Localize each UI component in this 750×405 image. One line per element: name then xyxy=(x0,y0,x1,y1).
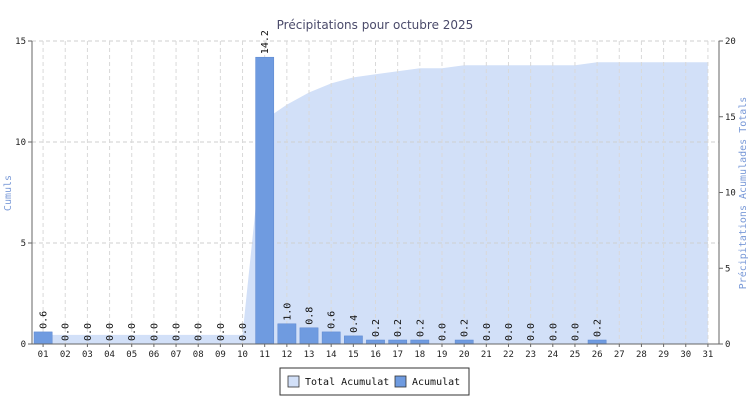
legend-swatch-acumulat xyxy=(394,375,407,388)
bar-value-label: 0.2 xyxy=(593,319,604,337)
bar-value-label: 0.0 xyxy=(172,323,183,341)
bar-value-label: 0.2 xyxy=(393,319,404,337)
y-axis-left-title: Cumuls xyxy=(3,175,14,211)
bar-value-label: 0.0 xyxy=(238,323,249,341)
bar-14 xyxy=(321,331,341,345)
bar-value-label: 0.0 xyxy=(548,323,559,341)
legend: Total Acumulat Acumulat xyxy=(279,367,470,396)
bar-value-label: 0.0 xyxy=(526,323,537,341)
bar-16 xyxy=(366,339,385,345)
x-tick-label: 23 xyxy=(525,350,536,360)
x-tick-label: 12 xyxy=(281,350,292,360)
bar-value-label: 0.0 xyxy=(482,323,493,341)
x-tick-label: 26 xyxy=(592,350,603,360)
bar-value-label: 0.6 xyxy=(327,311,338,329)
bar-value-label: 0.2 xyxy=(415,319,426,337)
x-tick-label: 05 xyxy=(126,350,137,360)
x-tick-label: 22 xyxy=(503,350,514,360)
x-tick-label: 21 xyxy=(481,350,492,360)
bar-12 xyxy=(277,323,297,345)
x-tick-label: 30 xyxy=(680,350,691,360)
bar-13 xyxy=(299,327,319,345)
bar-value-label: 0.0 xyxy=(571,323,582,341)
bar-value-label: 0.0 xyxy=(438,323,449,341)
x-tick-label: 14 xyxy=(326,350,337,360)
y-left-tick-label: 5 xyxy=(21,239,26,249)
bar-15 xyxy=(344,335,363,345)
bar-value-label: 14.2 xyxy=(260,30,271,54)
x-tick-label: 16 xyxy=(370,350,381,360)
x-tick-label: 17 xyxy=(392,350,403,360)
y-right-tick-label: 15 xyxy=(725,113,736,123)
x-tick-label: 08 xyxy=(193,350,204,360)
x-tick-label: 24 xyxy=(547,350,558,360)
x-tick-label: 10 xyxy=(237,350,248,360)
bar-value-label: 0.8 xyxy=(305,307,316,325)
legend-label-acumulat: Acumulat xyxy=(412,377,460,388)
bar-value-label: 0.0 xyxy=(83,323,94,341)
x-tick-label: 31 xyxy=(702,350,713,360)
bar-value-label: 0.0 xyxy=(149,323,160,341)
x-tick-label: 07 xyxy=(171,350,182,360)
y-right-tick-label: 20 xyxy=(725,37,736,47)
bar-value-label: 0.0 xyxy=(504,323,515,341)
chart-title: Précipitations pour octubre 2025 xyxy=(277,18,474,32)
x-tick-label: 25 xyxy=(570,350,581,360)
bar-value-label: 0.0 xyxy=(61,323,72,341)
bar-value-label: 0.4 xyxy=(349,315,360,333)
y-right-tick-label: 10 xyxy=(725,189,736,199)
x-tick-label: 01 xyxy=(38,350,49,360)
bar-26 xyxy=(587,339,607,345)
x-tick-label: 19 xyxy=(437,350,448,360)
bar-value-label: 0.0 xyxy=(194,323,205,341)
plot-area: 0.6 0.0 0.0 0.0 0.0 0.0 0.0 0.0 0.0 0.0 14.2 1.0 0.8… xyxy=(15,30,736,360)
x-tick-label: 02 xyxy=(60,350,71,360)
y-left-tick-label: 10 xyxy=(15,138,26,148)
y-left-tick-label: 15 xyxy=(15,37,26,47)
bar-value-label: 0.0 xyxy=(127,323,138,341)
x-tick-label: 29 xyxy=(658,350,669,360)
bar-20 xyxy=(454,339,474,345)
bar-value-label: 0.2 xyxy=(460,319,471,337)
y-right-tick-label: 0 xyxy=(725,340,730,350)
x-tick-label: 13 xyxy=(304,350,315,360)
x-tick-label: 20 xyxy=(459,350,470,360)
y-axis-right-title: Précipitations Acumulades Totals xyxy=(737,97,749,290)
x-tick-label: 04 xyxy=(104,350,115,360)
bar-value-label: 0.0 xyxy=(105,323,116,341)
bar-18 xyxy=(410,339,430,345)
y-left-tick-label: 0 xyxy=(21,340,26,350)
x-tick-label: 09 xyxy=(215,350,226,360)
bar-11 xyxy=(255,56,275,345)
y-right-tick-label: 5 xyxy=(725,264,730,274)
legend-box xyxy=(279,367,470,396)
x-tick-label: 11 xyxy=(259,350,270,360)
legend-swatch-total-acumulat xyxy=(287,375,300,388)
x-tick-label: 06 xyxy=(148,350,159,360)
legend-label-total-acumulat: Total Acumulat xyxy=(305,377,389,388)
x-tick-label: 03 xyxy=(82,350,93,360)
bar-17 xyxy=(388,339,408,345)
x-tick-label: 15 xyxy=(348,350,359,360)
x-tick-label: 28 xyxy=(636,350,647,360)
bar-value-label: 0.6 xyxy=(39,311,50,329)
bar-value-label: 1.0 xyxy=(282,303,293,321)
bar-01 xyxy=(33,331,53,345)
bar-value-label: 0.2 xyxy=(371,319,382,337)
x-tick-label: 27 xyxy=(614,350,625,360)
x-tick-label: 18 xyxy=(414,350,425,360)
bar-value-label: 0.0 xyxy=(216,323,227,341)
